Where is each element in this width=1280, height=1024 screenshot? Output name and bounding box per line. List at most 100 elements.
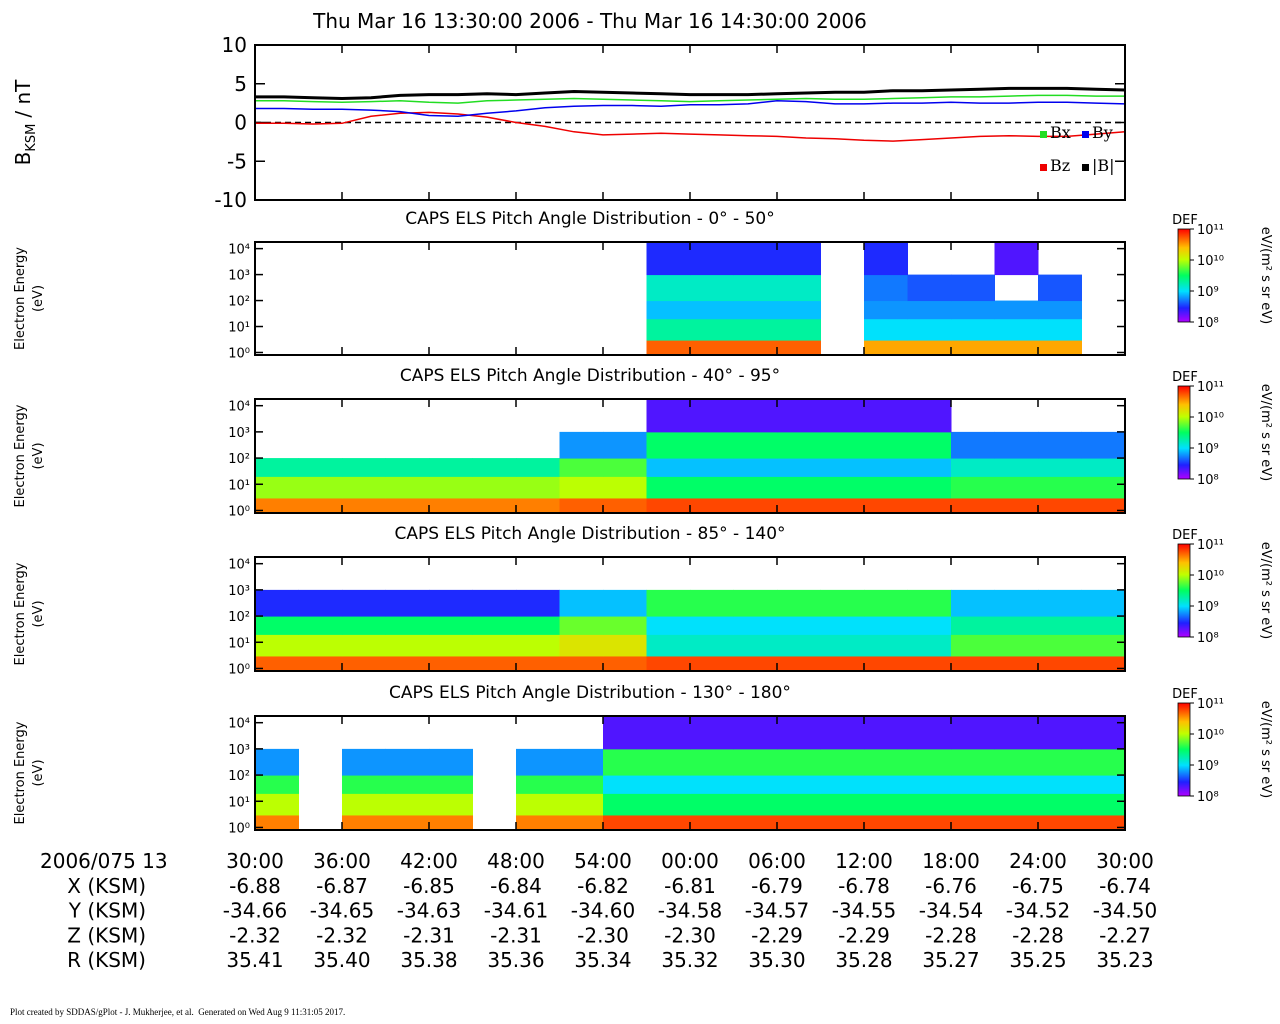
heatmap-cell: [864, 793, 908, 816]
heatmap-cell: [603, 458, 647, 477]
heatmap-cell: [994, 340, 1039, 356]
heatmap-cell: [907, 793, 952, 816]
heatmap-cell: [864, 589, 908, 617]
y-tick-label: 10⁴: [228, 717, 250, 732]
heatmap-cell: [385, 589, 430, 617]
colorbar-label-text: eV/(m² s sr eV): [1258, 227, 1273, 324]
heatmap-cell: [1038, 497, 1082, 514]
colorbar-tick-label: 10¹¹: [1197, 697, 1224, 712]
heatmap-cell: [385, 793, 430, 816]
y-axis-label-text: (eV): [31, 759, 46, 786]
y-tick-label: 10¹: [228, 321, 250, 336]
y-tick-label: 10³: [228, 426, 250, 441]
colorbar-tick-label: 10⁸: [1197, 631, 1219, 646]
colorbar-tick-label: 10¹⁰: [1197, 728, 1224, 743]
heatmap-cell: [733, 318, 778, 341]
panel-title: CAPS ELS Pitch Angle Distribution - 40° …: [400, 366, 780, 386]
y-axis-label-text: (eV): [31, 442, 46, 469]
colorbar: [1177, 702, 1191, 797]
ephemeris-value: 35.38: [400, 948, 457, 972]
heatmap-cell: [777, 655, 821, 672]
heatmap-cell: [603, 497, 647, 514]
heatmap-cell: [951, 634, 995, 657]
legend-label: Bz: [1050, 156, 1070, 175]
heatmap-cell: [1081, 616, 1126, 635]
colorbar-tick-label: 10¹⁰: [1197, 569, 1224, 584]
heatmap-cell: [951, 793, 995, 816]
heatmap-cell: [733, 814, 778, 831]
footer: Plot created by SDDAS/gPlot - J. Mukherj…: [10, 1007, 345, 1017]
heatmap-cell: [429, 458, 473, 477]
heatmap-cell: [646, 589, 691, 617]
heatmap-cell: [255, 497, 299, 514]
heatmap-cell: [1038, 775, 1082, 794]
y-axis-label-text: Electron Energy: [13, 404, 28, 507]
heatmap-cell: [342, 616, 386, 635]
heatmap-cell: [298, 616, 343, 635]
heatmap-cell: [864, 458, 908, 477]
heatmap-cell: [342, 814, 386, 831]
y-axis-label: Electron Energy: [13, 404, 28, 507]
heatmap-cell: [733, 242, 778, 276]
ephemeris-value: -34.55: [832, 899, 896, 923]
heatmap-cell: [733, 634, 778, 657]
heatmap-cell: [994, 634, 1039, 657]
heatmap-cell: [864, 274, 908, 302]
heatmap-cell: [1081, 476, 1126, 499]
heatmap-cell: [777, 634, 821, 657]
heatmap-cell: [690, 476, 734, 499]
heatmap-cell: [690, 655, 734, 672]
heatmap-cell: [994, 431, 1039, 459]
heatmap-cell: [342, 458, 386, 477]
heatmap-cell: [951, 476, 995, 499]
heatmap-cell: [777, 242, 821, 276]
heatmap-cell: [690, 814, 734, 831]
y-tick-label: 10: [222, 33, 247, 57]
heatmap-cell: [1038, 458, 1082, 477]
heatmap-cell: [342, 748, 386, 776]
ephemeris-value: 35.30: [748, 948, 805, 972]
heatmap-cell: [1081, 655, 1126, 672]
heatmap-cell: [777, 616, 821, 635]
heatmap-cell: [646, 318, 691, 341]
heatmap-cell: [994, 300, 1039, 320]
y-axis-label: Electron Energy: [13, 721, 28, 824]
colorbar-tick-label: 10¹¹: [1197, 538, 1224, 553]
heatmap-cell: [777, 476, 821, 499]
y-axis-label-text: Electron Energy: [13, 247, 28, 350]
ephemeris-value: 35.28: [835, 948, 892, 972]
heatmap-cell: [864, 775, 908, 794]
ephemeris-value: -34.50: [1093, 899, 1157, 923]
ephemeris-value: -2.29: [751, 923, 803, 947]
y-axis-label: Electron Energy: [13, 247, 28, 350]
legend-swatch: [1040, 164, 1047, 171]
heatmap-cell: [472, 497, 517, 514]
heatmap-cell: [907, 399, 952, 433]
ephemeris-value: -6.87: [316, 874, 368, 898]
heatmap-cell: [690, 497, 734, 514]
heatmap-cell: [1038, 340, 1082, 356]
date-label: 2006/075 13: [40, 849, 168, 873]
heatmap-cell: [907, 634, 952, 657]
heatmap-cell: [516, 814, 560, 831]
y-label-sub: KSM: [24, 124, 39, 152]
y-tick-label: 10⁰: [228, 346, 250, 361]
heatmap-cell: [777, 458, 821, 477]
colorbar-label-text: eV/(m² s sr eV): [1258, 701, 1273, 798]
y-tick-label: 0: [234, 111, 247, 135]
heatmap-cell: [385, 458, 430, 477]
heatmap-cell: [907, 655, 952, 672]
ephemeris-value: -6.84: [490, 874, 542, 898]
heatmap-cell: [994, 775, 1039, 794]
ephemeris-value: -6.74: [1099, 874, 1151, 898]
heatmap-cell: [1081, 589, 1126, 617]
heatmap-cell: [690, 242, 734, 276]
heatmap-cell: [951, 589, 995, 617]
heatmap-cell: [1038, 793, 1082, 816]
y-tick-label: 10⁰: [228, 662, 250, 677]
heatmap-cell: [864, 814, 908, 831]
heatmap-cell: [951, 431, 995, 459]
y-tick-label: 10¹: [228, 478, 250, 493]
heatmap-cell: [820, 399, 865, 433]
heatmap-cell: [864, 476, 908, 499]
